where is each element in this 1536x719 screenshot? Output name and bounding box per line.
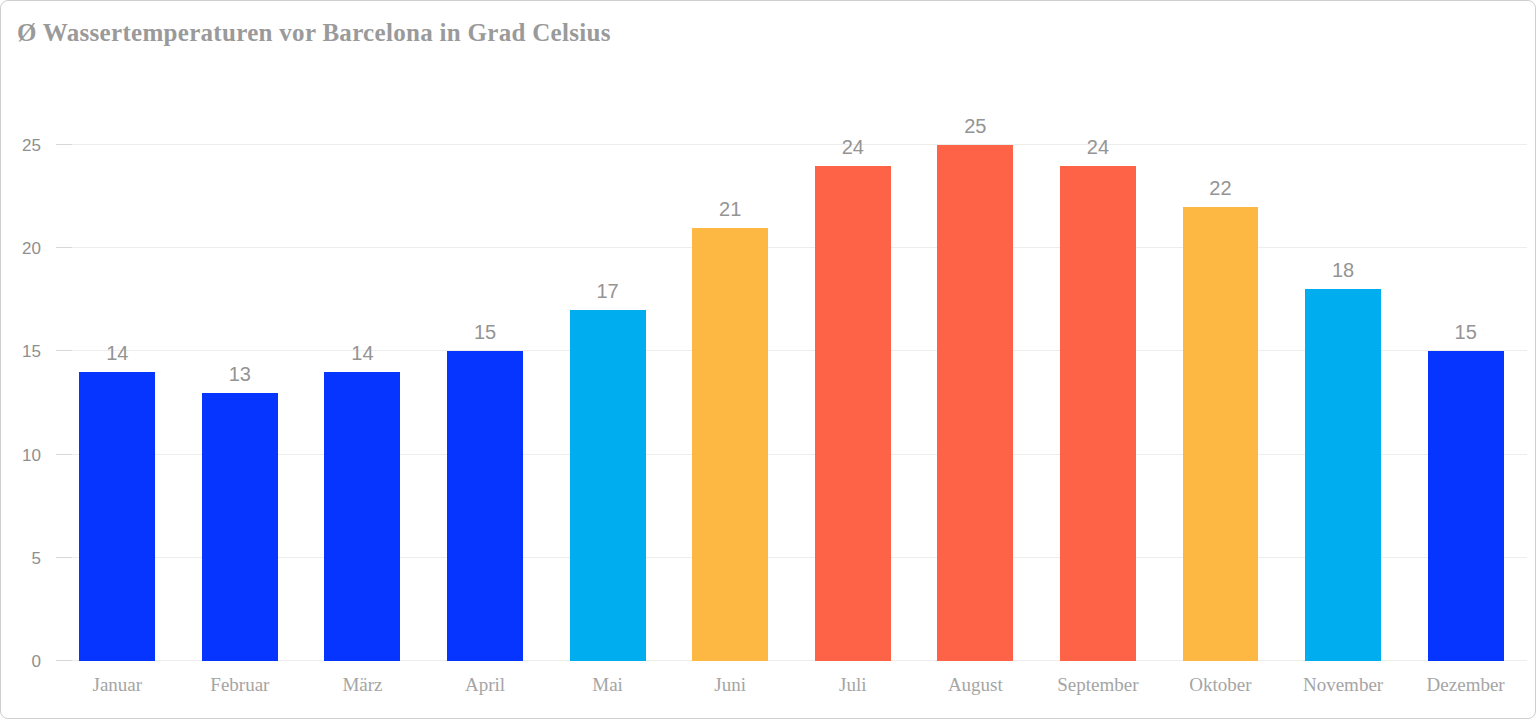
- y-tick-label-25: 25: [22, 137, 41, 154]
- plot-area: 0510152025 141314151721242524221815: [56, 86, 1527, 661]
- bar-value-label: 24: [842, 137, 864, 157]
- bar-juni: [692, 228, 768, 661]
- x-label-november: November: [1282, 663, 1405, 719]
- bar-april: [447, 351, 523, 661]
- x-label-februar: Februar: [179, 663, 302, 719]
- x-label-juli: Juli: [791, 663, 914, 719]
- bar-column-april: 15: [424, 86, 547, 661]
- x-label-januar: Januar: [56, 663, 179, 719]
- bar-value-label: 22: [1209, 178, 1231, 198]
- bar-juli: [815, 166, 891, 661]
- bar-januar: [79, 372, 155, 661]
- bar-september: [1060, 166, 1136, 661]
- bar-august: [937, 145, 1013, 661]
- bar-dezember: [1428, 351, 1504, 661]
- bars-layer: 14 13 14 15 17 21 24 25 24 22 18 15: [56, 86, 1527, 661]
- x-label-mai: Mai: [546, 663, 669, 719]
- bar-column-mai: 17: [546, 86, 669, 661]
- water-temperature-chart: Ø Wassertemperaturen vor Barcelona in Gr…: [0, 0, 1536, 719]
- bar-februar: [202, 393, 278, 661]
- bar-column-august: 25: [914, 86, 1037, 661]
- x-label-august: August: [914, 663, 1037, 719]
- x-label-oktober: Oktober: [1159, 663, 1282, 719]
- bar-november: [1305, 289, 1381, 661]
- bar-column-juli: 24: [791, 86, 914, 661]
- bar-column-september: 24: [1037, 86, 1160, 661]
- bar-oktober: [1183, 207, 1259, 661]
- bar-value-label: 14: [106, 343, 128, 363]
- y-tick-label-0: 0: [32, 653, 41, 670]
- x-label-september: September: [1037, 663, 1160, 719]
- bar-value-label: 25: [964, 116, 986, 136]
- x-label-juni: Juni: [669, 663, 792, 719]
- bar-column-märz: 14: [301, 86, 424, 661]
- bar-value-label: 21: [719, 199, 741, 219]
- bar-mai: [570, 310, 646, 661]
- chart-title: Ø Wassertemperaturen vor Barcelona in Gr…: [17, 19, 611, 47]
- bar-column-januar: 14: [56, 86, 179, 661]
- bar-value-label: 15: [474, 322, 496, 342]
- y-tick-label-5: 5: [32, 550, 41, 567]
- bar-märz: [324, 372, 400, 661]
- bar-column-oktober: 22: [1159, 86, 1282, 661]
- bar-value-label: 24: [1087, 137, 1109, 157]
- bar-value-label: 17: [596, 281, 618, 301]
- x-label-april: April: [424, 663, 547, 719]
- x-label-märz: März: [301, 663, 424, 719]
- bar-column-dezember: 15: [1404, 86, 1527, 661]
- x-axis-labels: JanuarFebruarMärzAprilMaiJuniJuliAugustS…: [56, 663, 1527, 719]
- bar-column-november: 18: [1282, 86, 1405, 661]
- bar-column-februar: 13: [179, 86, 302, 661]
- y-tick-label-10: 10: [22, 447, 41, 464]
- bar-value-label: 15: [1455, 322, 1477, 342]
- x-label-dezember: Dezember: [1404, 663, 1527, 719]
- bar-value-label: 13: [229, 364, 251, 384]
- y-tick-label-20: 20: [22, 240, 41, 257]
- y-tick-label-15: 15: [22, 343, 41, 360]
- bar-value-label: 18: [1332, 260, 1354, 280]
- bar-column-juni: 21: [669, 86, 792, 661]
- bar-value-label: 14: [351, 343, 373, 363]
